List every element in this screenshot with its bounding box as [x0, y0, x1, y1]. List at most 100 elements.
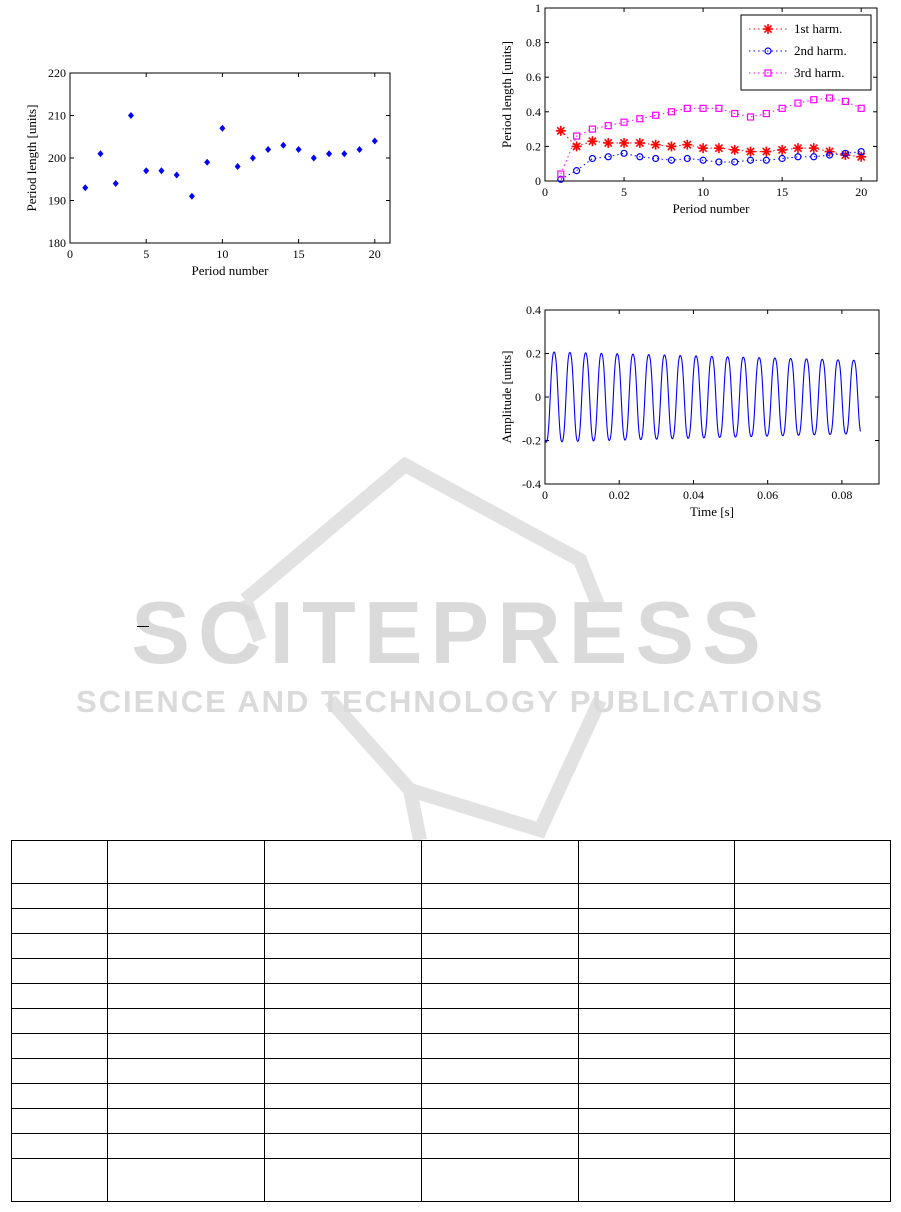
- table-cell: [578, 883, 735, 909]
- legend-marker: [764, 69, 772, 77]
- table-cell: [421, 958, 579, 984]
- table-cell: [578, 983, 735, 1009]
- series-point-3: [699, 104, 707, 112]
- x-tick-label: 10: [697, 185, 709, 199]
- table-cell: [734, 1058, 891, 1084]
- series-point-2: [762, 156, 770, 164]
- data-point: [158, 167, 165, 175]
- y-tick-label: 0.4: [526, 303, 541, 317]
- x-tick-label: 15: [776, 185, 788, 199]
- table-cell: [421, 883, 579, 909]
- data-point: [265, 146, 272, 153]
- series-point-2: [746, 156, 755, 164]
- star-stroke: [714, 143, 724, 153]
- series-point-3: [573, 132, 581, 140]
- table-cell: [734, 1133, 891, 1159]
- series-point-1: [840, 150, 851, 161]
- series-point-2: [857, 147, 865, 156]
- table-cell: [734, 983, 891, 1009]
- data-point: [188, 192, 195, 200]
- table-cell: [734, 883, 891, 909]
- data-point: [82, 184, 89, 192]
- series-point-1: [666, 141, 677, 152]
- series-point-1: [603, 137, 614, 148]
- table-row: [11, 1108, 891, 1134]
- series-point-1: [682, 139, 693, 150]
- series-point-1: [571, 141, 582, 152]
- x-tick-label: 20: [855, 185, 867, 199]
- harmonics-line-chart: 0 5 10 15 20 0 0.2 0.4 0.6 0.8 1 Period number Perio…: [499, 1, 878, 216]
- series-point-2: [636, 153, 644, 161]
- table-cell: [11, 1158, 108, 1202]
- y-axis-label: Amplitude [units]: [499, 351, 514, 444]
- table-cell: [264, 908, 422, 934]
- star-stroke: [746, 147, 755, 156]
- data-point: [356, 146, 363, 153]
- series-point-1: [792, 143, 803, 154]
- data-point: [341, 150, 348, 158]
- series-point-2: [810, 153, 818, 161]
- table-cell: [734, 1083, 891, 1109]
- x-tick-label: 20: [369, 247, 381, 261]
- table-cell: [578, 1033, 735, 1059]
- table-cell: [734, 840, 891, 884]
- star-stroke: [619, 138, 629, 148]
- y-tick-label: 0.6: [526, 70, 541, 84]
- table-cell: [734, 1008, 891, 1034]
- table-cell: [11, 908, 108, 934]
- y-tick-label: 180: [48, 236, 66, 250]
- table-cell: [11, 1108, 108, 1134]
- series-point-3: [778, 104, 786, 112]
- x-tick-label: 0.08: [831, 488, 852, 502]
- series-point-3: [557, 170, 565, 178]
- table-cell: [11, 840, 108, 884]
- table-cell: [107, 983, 265, 1009]
- table-cell: [421, 1083, 579, 1109]
- table-cell: [578, 1083, 735, 1109]
- table-cell: [264, 1083, 422, 1109]
- data-point: [219, 124, 226, 132]
- table-cell: [734, 1108, 891, 1134]
- series-point-3: [762, 109, 770, 118]
- series-point-1: [650, 139, 661, 150]
- table-cell: [107, 1058, 265, 1084]
- star-stroke: [683, 140, 692, 149]
- y-axis-label: Period length [units]: [499, 41, 514, 148]
- series-line-2: [560, 151, 862, 180]
- table-cell: [107, 933, 265, 959]
- series-point-3: [731, 109, 739, 118]
- series-point-2: [588, 154, 597, 163]
- table-cell: [734, 1158, 891, 1202]
- series-point-2: [699, 156, 707, 164]
- x-tick-label: 15: [293, 247, 305, 261]
- series-point-2: [652, 154, 660, 163]
- data-point: [280, 141, 287, 149]
- star-stroke: [588, 137, 597, 146]
- data-point: [127, 112, 134, 119]
- series-point-3: [652, 111, 660, 119]
- table-row: [11, 840, 891, 884]
- table-cell: [107, 840, 265, 884]
- series-point-3: [588, 125, 597, 133]
- series-point-3: [794, 99, 802, 107]
- series-point-2: [604, 153, 612, 161]
- series-point-2: [573, 167, 581, 175]
- table-cell: [107, 1083, 265, 1109]
- table-cell: [421, 1108, 579, 1134]
- series-point-1: [713, 143, 724, 154]
- star-stroke: [809, 143, 818, 153]
- table-cell: [11, 1033, 108, 1059]
- series-point-2: [715, 158, 723, 166]
- table-cell: [107, 908, 265, 934]
- series-point-3: [620, 118, 628, 126]
- table-row: [11, 883, 891, 909]
- table-cell: [264, 1133, 422, 1159]
- y-tick-label: 220: [48, 66, 66, 80]
- table-row: [11, 1058, 891, 1084]
- period-length-scatter-chart: 0 5 10 15 20 180 190 200 210 220 Period number Peri…: [24, 66, 391, 278]
- table-cell: [264, 1108, 422, 1134]
- plot-area: [544, 309, 880, 485]
- y-tick-label: 210: [48, 109, 66, 123]
- data-point: [204, 158, 211, 166]
- star-stroke: [762, 147, 771, 156]
